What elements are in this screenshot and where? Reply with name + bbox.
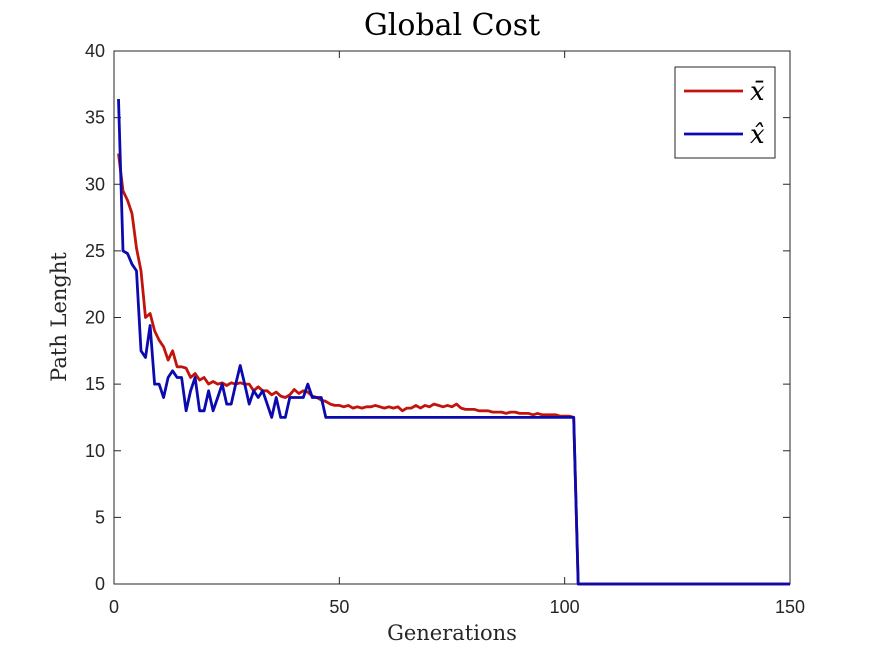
y-axis: 0 5 10 15 20 25 30 35 40 [85, 41, 790, 594]
legend-label-x-bar: x̄ [750, 77, 765, 107]
series-lines [117, 98, 790, 586]
x-tick-label: 0 [109, 597, 119, 617]
y-tick-label: 15 [85, 374, 105, 394]
legend-label-x-hat: x̂ [750, 120, 765, 150]
legend: x̄ x̂ [674, 66, 776, 159]
y-tick-label: 25 [85, 241, 105, 261]
y-tick-label: 5 [95, 507, 105, 527]
x-axis: 0 50 100 150 [109, 51, 805, 617]
x-tick-label: 50 [329, 597, 349, 617]
x-tick-label: 150 [775, 597, 805, 617]
legend-box [674, 66, 776, 159]
y-tick-label: 0 [95, 574, 105, 594]
series-x-hat-line [117, 98, 790, 586]
y-tick-label: 20 [85, 308, 105, 328]
x-tick-label: 100 [550, 597, 580, 617]
y-axis-label: Path Lenght [47, 252, 71, 382]
series-x-bar-line [117, 153, 790, 586]
y-tick-label: 35 [85, 108, 105, 128]
x-axis-label: Generations [387, 621, 517, 645]
y-tick-label: 40 [85, 41, 105, 61]
chart-title: Global Cost [364, 8, 540, 43]
y-tick-label: 10 [85, 441, 105, 461]
y-tick-label: 30 [85, 174, 105, 194]
